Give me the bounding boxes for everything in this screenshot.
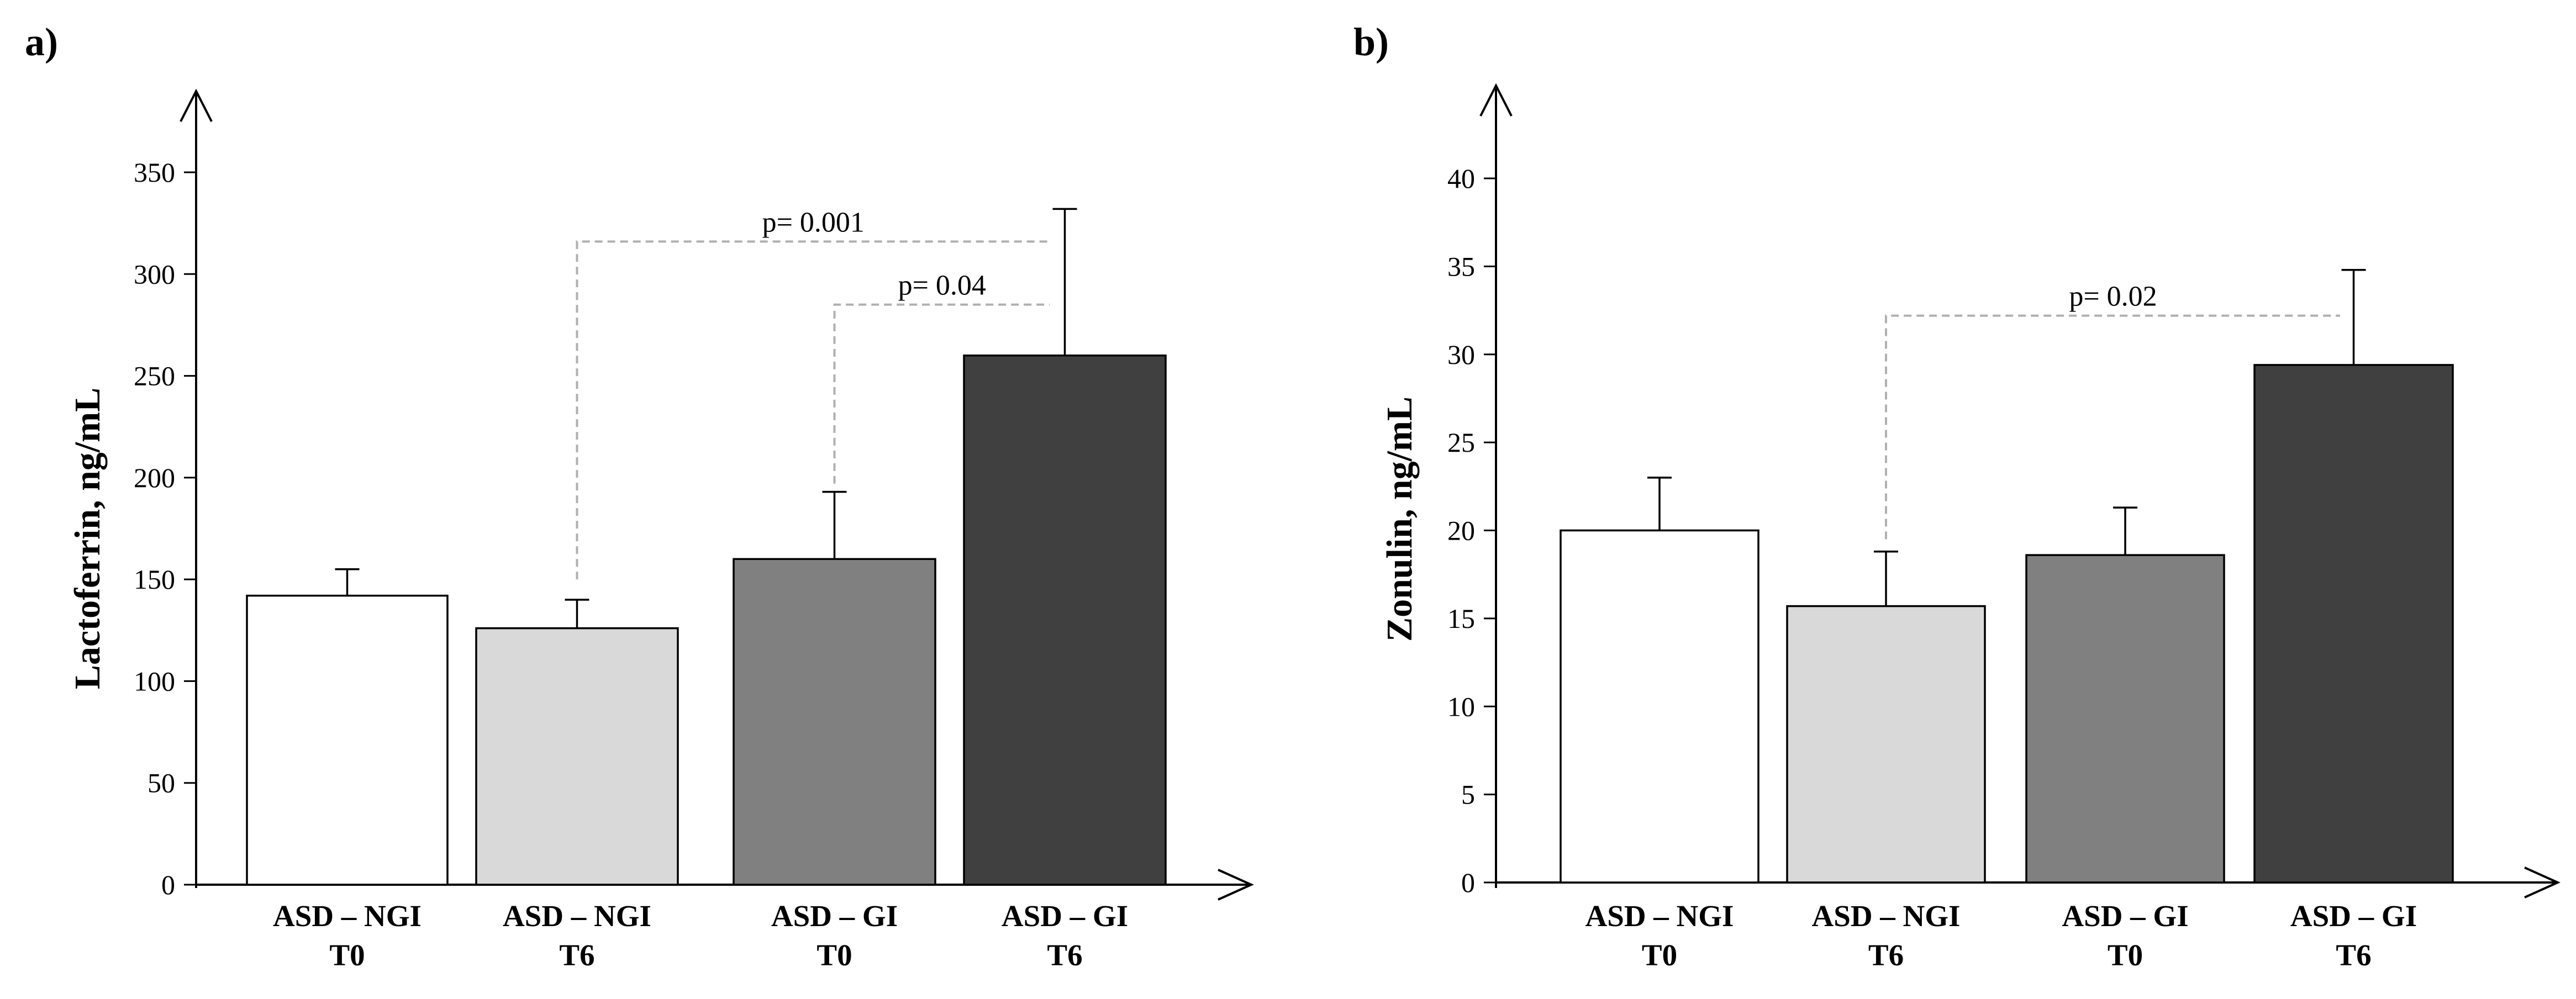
y-tick-label: 150	[134, 564, 175, 595]
significance-bracket	[833, 303, 1050, 484]
y-tick-label: 15	[1447, 603, 1475, 634]
significance-label: p= 0.04	[898, 270, 986, 302]
category-label: ASD – NGI	[273, 899, 422, 933]
category-label: ASD – GI	[771, 899, 898, 933]
y-tick-label: 40	[1447, 163, 1475, 194]
category-label: T0	[1642, 938, 1677, 972]
bar	[475, 627, 679, 886]
category-label: T6	[1047, 938, 1082, 972]
bar	[733, 558, 936, 886]
bar	[246, 594, 449, 886]
y-axis-arrow-icon	[1479, 83, 1513, 117]
category-label: ASD – NGI	[1585, 899, 1734, 933]
bar	[1786, 605, 1986, 884]
category-label: T6	[559, 938, 594, 972]
y-tick-label: 350	[134, 157, 175, 188]
bar	[2025, 554, 2225, 884]
category-label: T0	[2108, 938, 2143, 972]
category-label: ASD – NGI	[1812, 899, 1961, 933]
y-axis-title: Lactoferrin, ng/mL	[67, 388, 108, 689]
y-tick-label: 25	[1447, 427, 1475, 458]
chart-panel-b: b) 0 5 10 15 20 25 30 35 40 Zonulin, ng/mL ASD – NG…	[1353, 20, 2561, 972]
bar	[2253, 364, 2454, 884]
y-tick-label: 0	[161, 869, 175, 900]
y-tick-label: 20	[1447, 515, 1475, 546]
y-tick-label: 250	[134, 361, 175, 392]
y-tick-label: 100	[134, 665, 175, 696]
x-axis-arrow-icon	[2524, 866, 2561, 898]
category-label: ASD – GI	[1002, 899, 1128, 933]
category-label: T0	[329, 938, 365, 972]
category-label: ASD – NGI	[503, 899, 651, 933]
chart-panel-a: a) 0 50 100 150 200 250 300 350 Lactoferrin, ng/m…	[25, 20, 1254, 972]
panel-label: b)	[1353, 20, 1389, 64]
bar	[1560, 529, 1760, 884]
y-tick-label: 0	[1461, 867, 1475, 898]
category-label: ASD – GI	[2062, 899, 2188, 933]
panel-label: a)	[25, 20, 58, 64]
category-label: T0	[816, 938, 852, 972]
bar	[963, 354, 1167, 886]
y-tick-label: 50	[147, 768, 175, 799]
y-axis-title: Zonulin, ng/mL	[1379, 397, 1420, 642]
y-tick-label: 30	[1447, 339, 1475, 370]
x-axis-arrow-icon	[1218, 869, 1254, 901]
y-axis-arrow-icon	[180, 88, 213, 122]
category-label: T6	[1868, 938, 1904, 972]
y-tick-label: 10	[1447, 691, 1475, 722]
significance-bracket	[576, 240, 1050, 580]
y-tick-label: 200	[134, 462, 175, 493]
y-tick-label: 35	[1447, 251, 1475, 282]
category-label: T6	[2336, 938, 2371, 972]
significance-label: p= 0.001	[762, 207, 865, 238]
y-tick-label: 300	[134, 258, 175, 289]
significance-label: p= 0.02	[2069, 281, 2157, 313]
y-tick-label: 5	[1461, 779, 1475, 810]
significance-bracket	[1885, 314, 2340, 540]
category-label: ASD – GI	[2290, 899, 2417, 933]
